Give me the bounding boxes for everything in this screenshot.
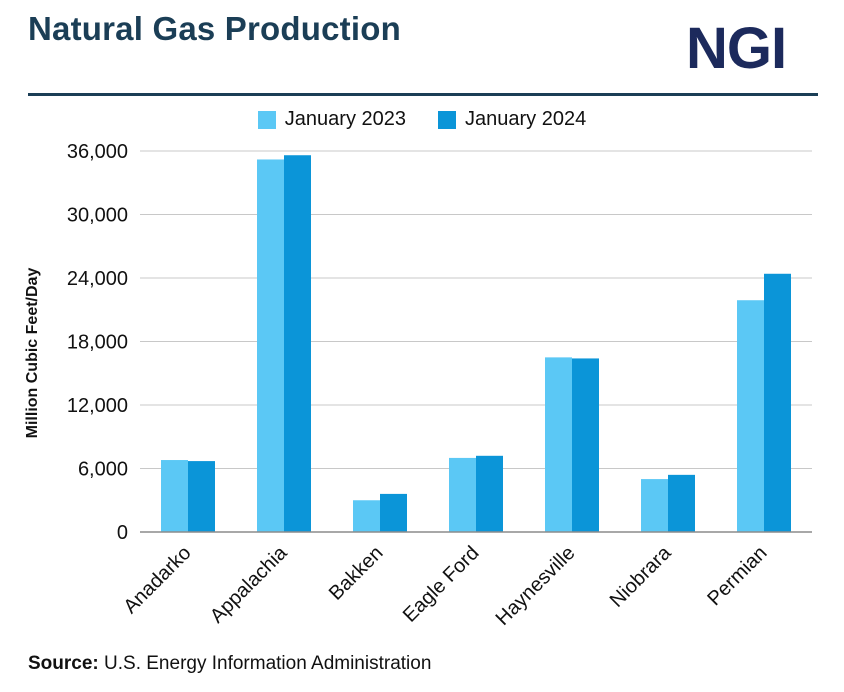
bar-2024 [284, 155, 311, 532]
bar-2024 [764, 273, 791, 532]
legend-item-2023: January 2023 [257, 108, 406, 131]
x-tick-label: Eagle Ford [399, 542, 484, 627]
header-divider [28, 93, 818, 96]
y-tick-label: 30,000 [67, 205, 128, 227]
bar-2023 [545, 357, 572, 532]
legend: January 2023 January 2024 [0, 108, 844, 131]
bar-2023 [257, 159, 284, 532]
x-tick-label: Bakken [325, 542, 388, 605]
chart-title: Natural Gas Production [28, 10, 401, 47]
y-tick-label: 18,000 [67, 332, 128, 354]
bar-2023 [737, 300, 764, 532]
y-tick-label: 12,000 [67, 395, 128, 417]
source-text: U.S. Energy Information Administration [104, 653, 432, 674]
legend-item-2024: January 2024 [438, 108, 586, 131]
source-note: Source: U.S. Energy Information Administ… [28, 653, 431, 675]
bar-2023 [641, 479, 668, 532]
bar-2024 [668, 474, 695, 532]
source-label: Source: [28, 653, 99, 674]
legend-label-2024: January 2024 [465, 108, 587, 130]
bar-2024 [476, 455, 503, 532]
y-tick-label: 6,000 [78, 459, 128, 481]
bar-2023 [161, 460, 188, 532]
bar-2023 [449, 457, 476, 532]
y-tick-label: 0 [117, 522, 128, 544]
bar-2024 [572, 358, 599, 532]
x-tick-label: Haynesville [492, 542, 580, 630]
legend-label-2023: January 2023 [284, 108, 406, 130]
bar-2024 [380, 493, 407, 532]
x-tick-label: Permian [703, 542, 771, 610]
legend-swatch-2023 [257, 110, 276, 129]
x-tick-label: Niobrara [606, 541, 676, 611]
ngi-logo: NGI [686, 16, 787, 81]
legend-swatch-2024 [438, 110, 456, 129]
bar-2023 [353, 500, 380, 532]
bar-2024 [188, 461, 215, 532]
x-tick-label: Appalachia [206, 541, 292, 627]
x-tick-label: Anadarko [119, 542, 195, 618]
y-tick-label: 24,000 [67, 268, 128, 290]
y-tick-label: 36,000 [67, 141, 128, 163]
